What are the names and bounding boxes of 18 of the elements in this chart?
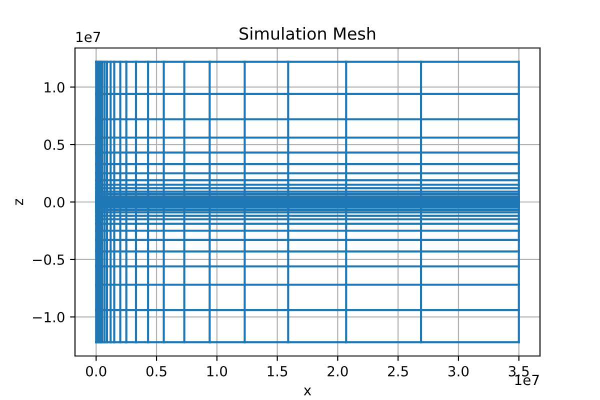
y-tick-label: −0.5 — [33, 254, 64, 265]
x-tick-label: 2.5 — [388, 366, 408, 376]
y-tick-label: −1.0 — [33, 312, 64, 322]
y-tick-label: 0.5 — [44, 140, 64, 150]
x-axis-title: x — [304, 388, 312, 396]
chart-title: Simulation Mesh — [240, 27, 376, 40]
y-tick-label: 1.0 — [44, 82, 64, 93]
text: 1e7 — [76, 32, 100, 42]
x-tick-label: 0.5 — [146, 366, 166, 376]
x-tick-label: 1.0 — [207, 366, 228, 376]
x-tick-label: 1.5 — [268, 366, 288, 376]
y-axis-title: z — [16, 198, 24, 206]
x-tick-label: 3.0 — [448, 366, 469, 376]
text: 1e7 — [515, 374, 539, 386]
y-tick-label: 0.0 — [44, 196, 64, 208]
x-tick-label: 2.0 — [328, 366, 348, 376]
x-tick-label: 3.5 — [508, 366, 529, 376]
x-tick-label: 0.0 — [86, 366, 106, 376]
